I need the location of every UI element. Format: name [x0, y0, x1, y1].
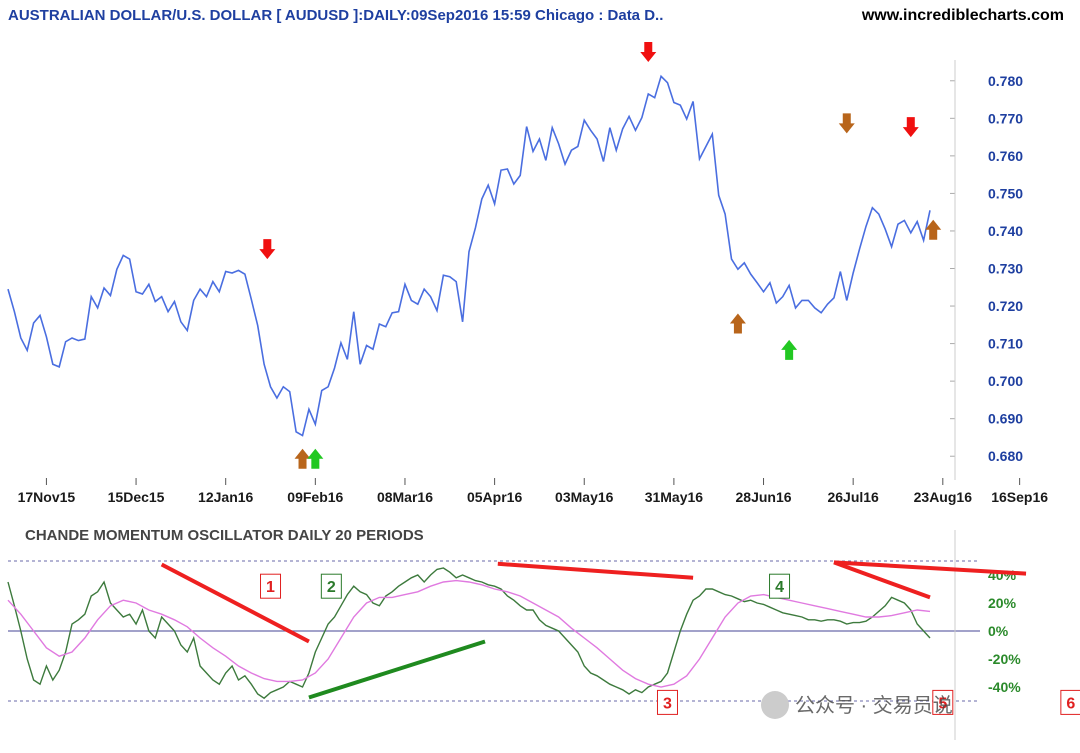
oscillator-title: CHANDE MOMENTUM OSCILLATOR DAILY 20 PERI…: [25, 527, 424, 544]
osc-tick-label: 0%: [988, 623, 1009, 639]
price-series: [7, 74, 931, 437]
date-tick-label: 31May16: [645, 489, 704, 505]
price-tick-label: 0.740: [988, 223, 1023, 239]
date-tick-label: 26Jul16: [827, 489, 879, 505]
watermark: 公众号 · 交易员说: [761, 691, 953, 719]
signal-arrow: [902, 117, 919, 138]
svg-text:6: 6: [1066, 695, 1075, 712]
svg-text:1: 1: [266, 579, 275, 596]
signal-arrows: [259, 42, 942, 469]
date-axis-labels: 17Nov15 15Dec15 12Jan16 09Feb16 08Mar16 05Apr…: [18, 478, 1048, 505]
trend-line: [497, 561, 694, 580]
oscillator-grid: [8, 530, 980, 740]
svg-text:2: 2: [327, 579, 336, 596]
oscillator-series: [7, 567, 931, 700]
signal-arrow: [307, 448, 324, 469]
divergence-label: 2: [320, 573, 342, 599]
price-tick-label: 0.710: [988, 336, 1023, 352]
divergence-label: 3: [656, 689, 678, 715]
svg-text:3: 3: [663, 695, 672, 712]
date-tick-label: 05Apr16: [467, 489, 522, 505]
svg-text:4: 4: [775, 579, 784, 596]
date-tick-label: 16Sep16: [991, 489, 1048, 505]
divergence-labels: 1 2 3 4 5 6: [260, 573, 1080, 715]
signal-arrow: [838, 113, 855, 134]
divergence-label: 4: [769, 573, 791, 599]
price-tick-label: 0.730: [988, 261, 1023, 277]
price-tick-label: 0.700: [988, 373, 1023, 389]
brand-url[interactable]: www.incrediblecharts.com: [861, 7, 1064, 24]
signal-arrow: [640, 42, 657, 62]
price-axis-labels: 0.680 0.690 0.700 0.710 0.720 0.730 0.740 0.750…: [950, 60, 1023, 480]
date-tick-label: 23Aug16: [914, 489, 973, 505]
chart-title: AUSTRALIAN DOLLAR/U.S. DOLLAR [ AUDUSD ]…: [8, 7, 663, 24]
osc-tick-label: 40%: [988, 567, 1017, 583]
watermark-text: 公众号 · 交易员说: [795, 694, 953, 717]
date-tick-label: 09Feb16: [287, 489, 343, 505]
price-tick-label: 0.760: [988, 148, 1023, 164]
price-tick-label: 0.770: [988, 110, 1023, 126]
oscillator-axis-labels: 40% 20% 0% -20% -40%: [988, 567, 1021, 695]
price-tick-label: 0.690: [988, 411, 1023, 427]
price-line: [7, 74, 931, 437]
price-tick-label: 0.720: [988, 298, 1023, 314]
date-tick-label: 08Mar16: [377, 489, 433, 505]
signal-arrow: [294, 448, 311, 469]
trend-line: [308, 639, 486, 700]
signal-arrow: [729, 313, 746, 334]
divergence-label: 5: [932, 689, 954, 715]
divergence-trendlines: [160, 560, 1027, 700]
date-tick-label: 28Jun16: [736, 489, 792, 505]
date-tick-label: 17Nov15: [18, 489, 76, 505]
signal-arrow: [925, 219, 942, 240]
trend-line: [833, 560, 1027, 576]
price-tick-label: 0.750: [988, 185, 1023, 201]
osc-tick-label: -40%: [988, 679, 1021, 695]
trend-line: [833, 560, 931, 600]
signal-arrow: [259, 239, 276, 260]
date-tick-label: 15Dec15: [108, 489, 165, 505]
cmo-line: [7, 567, 931, 700]
signal-arrow: [781, 339, 798, 360]
osc-tick-label: -20%: [988, 651, 1021, 667]
divergence-label: 1: [260, 573, 282, 599]
osc-tick-label: 20%: [988, 595, 1017, 611]
signal-line: [7, 579, 931, 688]
wechat-icon: [761, 691, 789, 719]
price-tick-label: 0.780: [988, 73, 1023, 89]
trend-line: [160, 562, 310, 644]
svg-text:5: 5: [938, 695, 947, 712]
date-tick-label: 12Jan16: [198, 489, 253, 505]
price-tick-label: 0.680: [988, 448, 1023, 464]
date-tick-label: 03May16: [555, 489, 614, 505]
divergence-label: 6: [1060, 689, 1080, 715]
